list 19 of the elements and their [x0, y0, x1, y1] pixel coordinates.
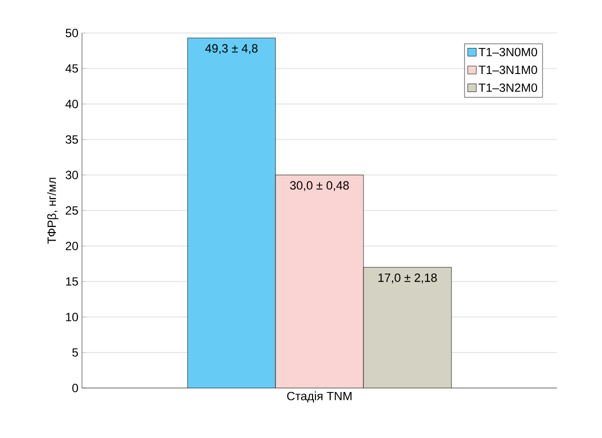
data-label: 17,0 ± 2,18 — [378, 273, 437, 284]
y-tick-label: 15 — [66, 277, 78, 286]
x-axis-title: Стадія TNM — [287, 392, 352, 403]
legend-label: T1–3N2M0 — [478, 83, 538, 92]
y-tick-label: 35 — [66, 135, 78, 144]
y-tick-label: 10 — [66, 312, 78, 322]
y-tick-label: 20 — [66, 242, 78, 250]
legend-label: T1–3N1M0 — [478, 66, 538, 74]
y-tick-label: 0 — [72, 384, 78, 392]
y-axis-title: ТФРβ, нг/мл — [47, 178, 58, 244]
y-tick-label: 45 — [65, 64, 78, 73]
y-tick-label: 25 — [66, 206, 78, 215]
y-tick-label: 5 — [72, 348, 78, 357]
data-label: 49,3 ± 4,8 — [205, 44, 258, 54]
y-tick-label: 40 — [65, 100, 78, 108]
y-tick-label: 30 — [66, 170, 78, 180]
y-tick-label: 50 — [66, 28, 78, 38]
legend-label: T1–3N0M0 — [478, 48, 538, 56]
data-label: 30,0 ± 0,48 — [290, 181, 349, 192]
